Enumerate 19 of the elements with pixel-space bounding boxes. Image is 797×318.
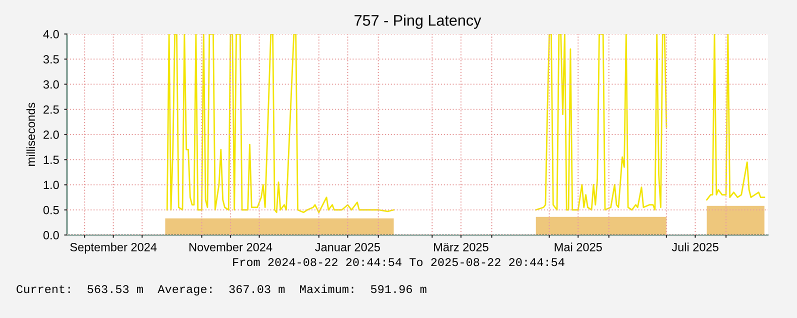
y-tick-label: 1.0	[44, 180, 59, 190]
x-tick-label: November 2024	[189, 242, 272, 252]
y-tick-label: 1.5	[44, 156, 59, 164]
x-tick-label: Juli 2025	[672, 242, 718, 252]
y-tick-label: 0.5	[43, 206, 59, 214]
text: Current: 563.53 m Average: 367.03 m Maximum: 591.96 m	[16, 284, 426, 296]
y-tick-label: 3.5	[43, 55, 59, 64]
x-tick-label: September 2024	[70, 242, 157, 254]
x-tick-label: Mai 2025	[554, 242, 602, 252]
y-axis-title: milliseconds	[26, 102, 36, 166]
y-tick-label: 2.0	[44, 130, 59, 139]
x-tick-label: Januar 2025	[315, 242, 380, 252]
y-tick-label: 0.0	[43, 231, 59, 240]
chart-title: 757 - Ping Latency	[354, 14, 482, 29]
y-tick-label: 2.5	[44, 105, 59, 114]
text: From 2024-08-22 20:44:54 To 2025-08-22 20:44:54	[233, 258, 564, 266]
y-tick-label: 4.0	[43, 30, 59, 38]
y-tick-label: 3.0	[43, 80, 59, 89]
x-tick-label: März 2025	[434, 242, 488, 252]
